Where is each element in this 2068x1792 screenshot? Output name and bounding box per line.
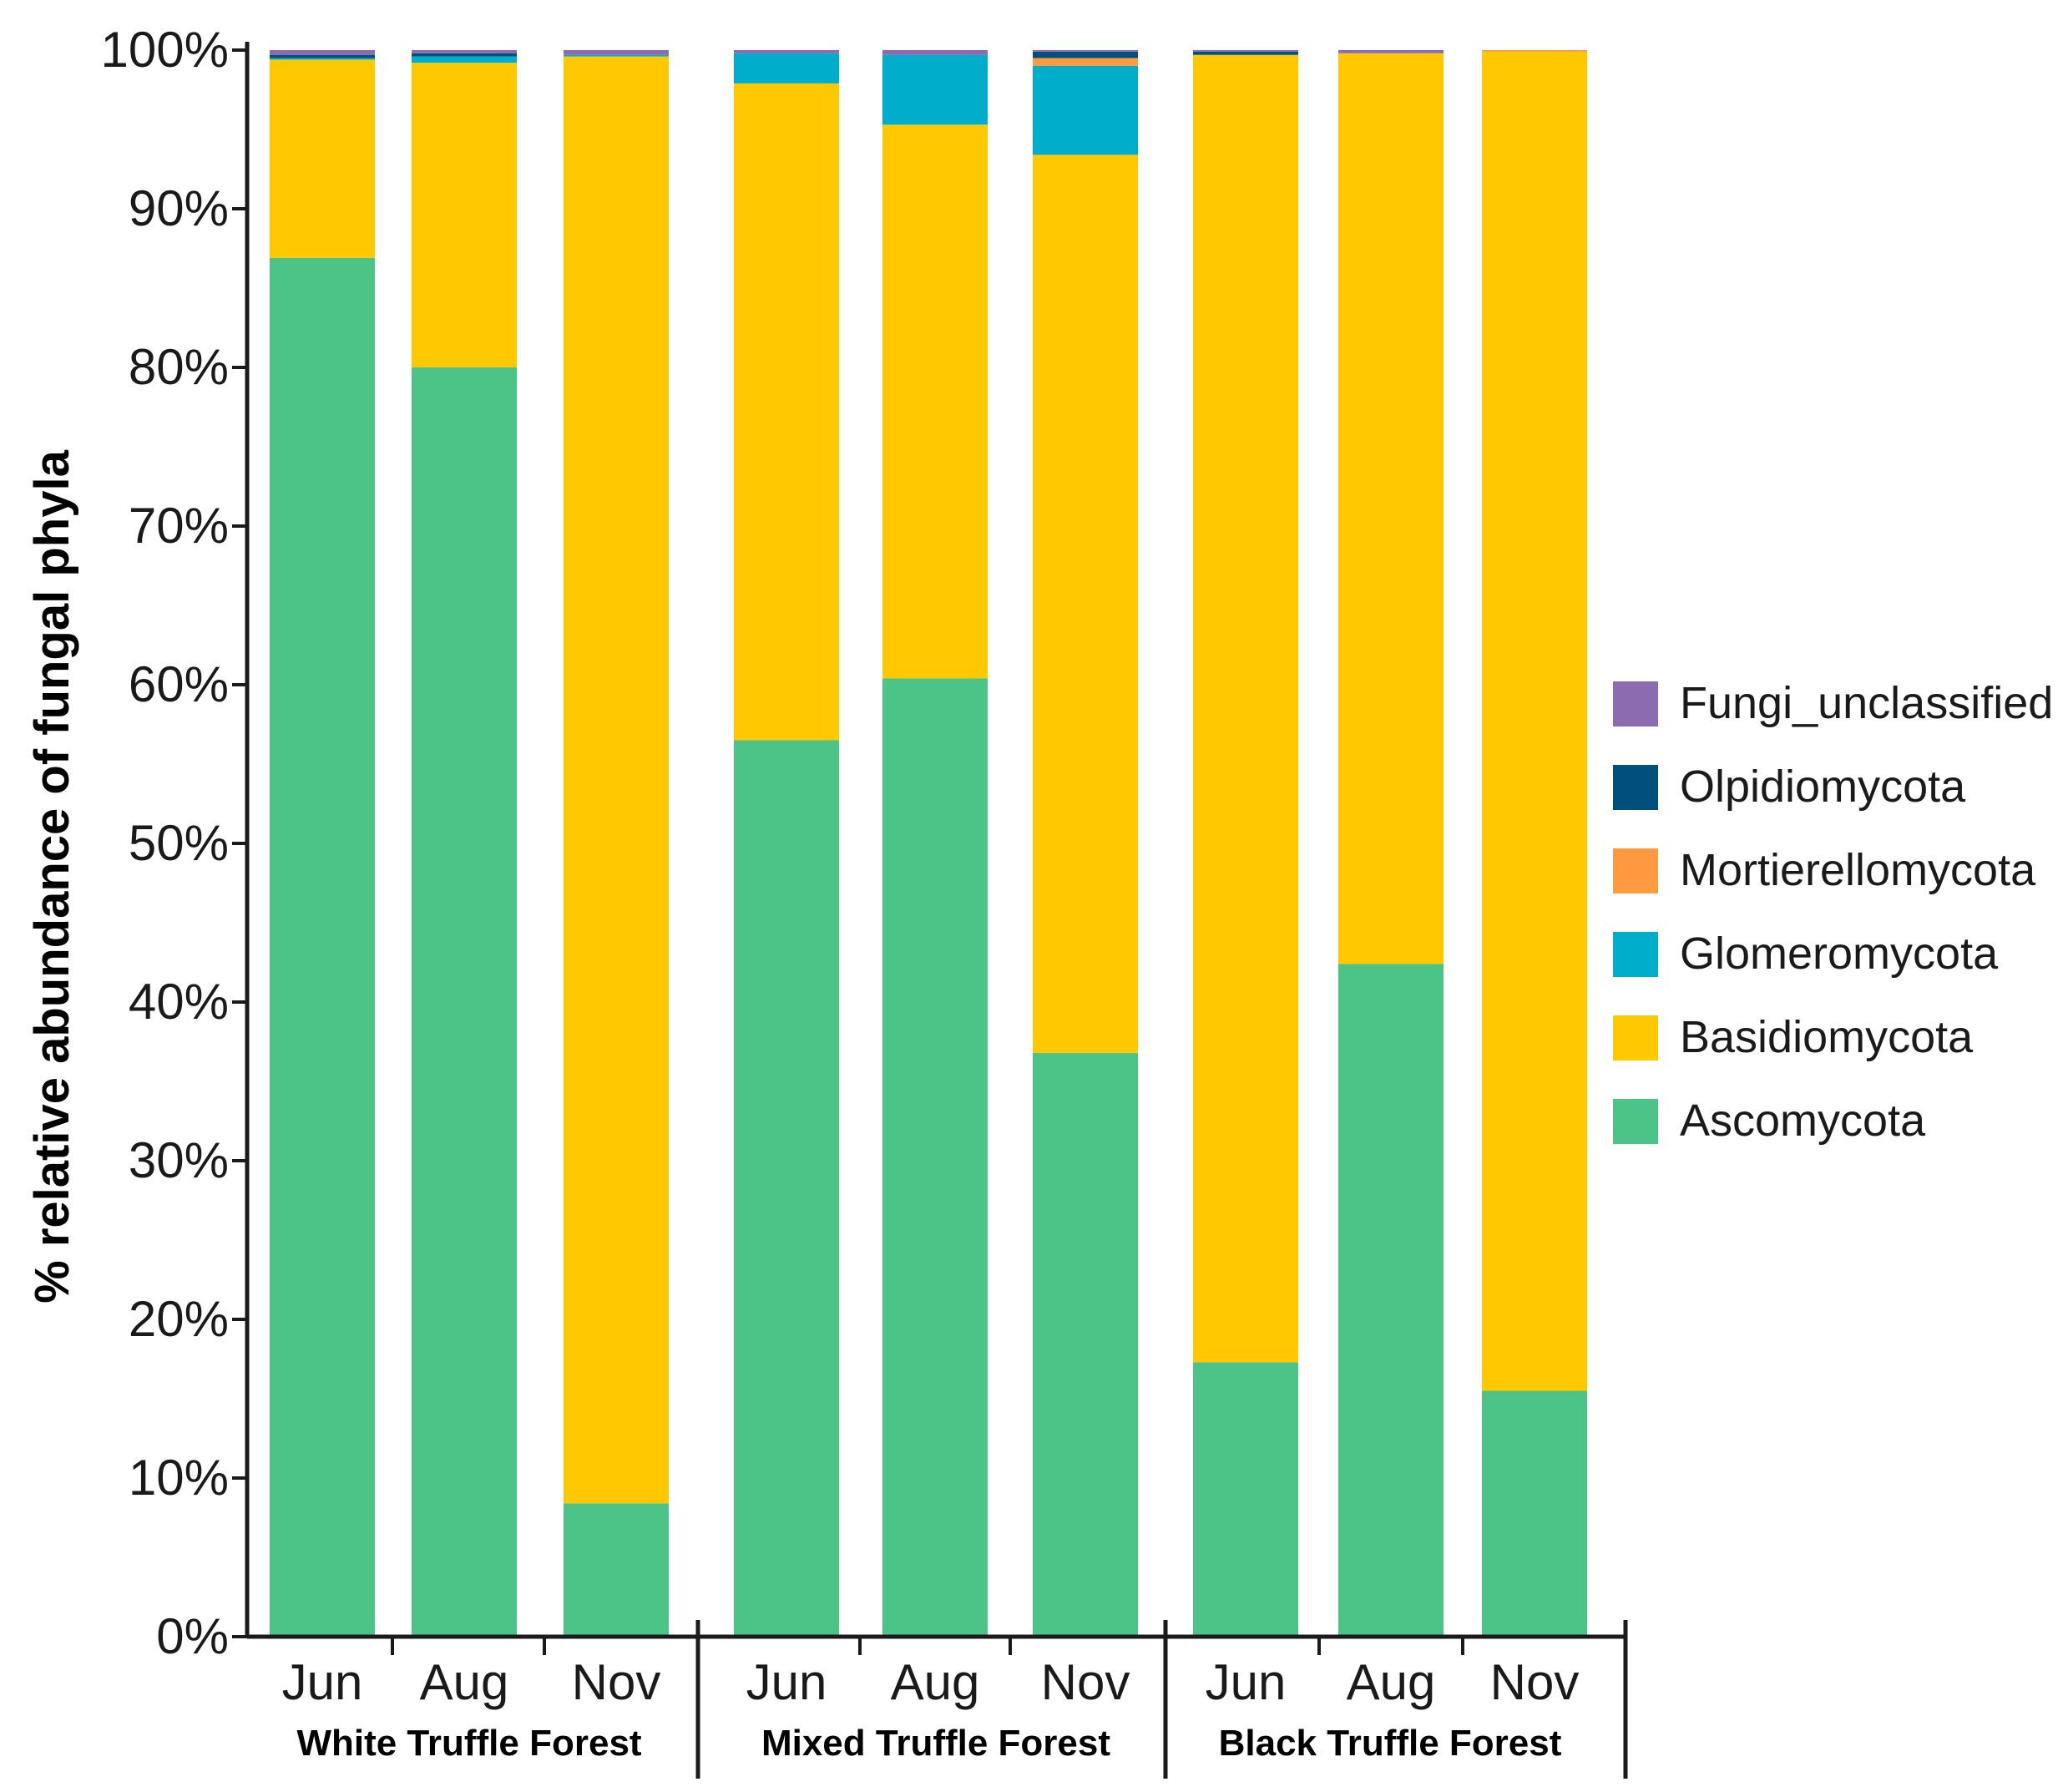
bar-segment-glomeromycota-6: [1033, 66, 1138, 155]
y-tick-label: 10%: [129, 1450, 229, 1506]
bar-segment-mortierellomycota-6: [1033, 58, 1138, 66]
bar-segment-olpidiomycota-6: [1033, 51, 1138, 58]
legend-label-basidiomycota: Basidiomycota: [1680, 1012, 1974, 1062]
y-tick-label: 50%: [129, 815, 229, 871]
bar-segment-ascomycota-8: [1338, 964, 1444, 1637]
legend-label-glomeromycota: Glomeromycota: [1680, 929, 1999, 979]
bar-segment-fungi-unclassified-2: [412, 50, 517, 53]
y-tick-label: 60%: [129, 656, 229, 712]
x-tick-label: Aug: [891, 1654, 980, 1710]
bar-segment-basidiomycota-1: [270, 59, 375, 258]
bar-segment-fungi-unclassified-5: [882, 50, 988, 55]
legend-swatch-glomeromycota: [1613, 932, 1658, 977]
x-tick-label: Nov: [1041, 1654, 1130, 1710]
bar-segment-fungi-unclassified-7: [1193, 50, 1298, 52]
axes: 0% 10% 20% 30% 40% 50% 60% 70% 80% 90% 100% Jun Aug N…: [101, 22, 1628, 1779]
x-tick-label: Aug: [420, 1654, 509, 1710]
bar-segment-basidiomycota-4: [734, 83, 839, 741]
bar-segment-basidiomycota-5: [882, 124, 988, 679]
bar-segment-fungi-unclassified-6: [1033, 50, 1138, 52]
x-tick-label: Nov: [1490, 1654, 1580, 1710]
y-tick-label: 40%: [129, 974, 229, 1030]
y-tick-label: 0%: [156, 1608, 229, 1664]
y-tick-label: 70%: [129, 498, 229, 554]
bar-segment-ascomycota-3: [564, 1503, 669, 1637]
legend-swatch-mortierellomycota: [1613, 848, 1658, 893]
bar-segment-basidiomycota-9: [1482, 51, 1587, 1391]
y-tick-label: 90%: [129, 180, 229, 236]
bar-segment-glomeromycota-1: [270, 58, 375, 60]
bar-segment-ascomycota-4: [734, 740, 839, 1637]
legend-label-olpidiomycota: Olpidiomycota: [1680, 762, 1966, 812]
bar-segment-basidiomycota-6: [1033, 154, 1138, 1053]
legend-swatch-basidiomycota: [1613, 1015, 1658, 1061]
x-tick-label: Nov: [572, 1654, 661, 1710]
legend-swatch-olpidiomycota: [1613, 765, 1658, 810]
bar-segment-olpidiomycota-1: [270, 54, 375, 58]
bar-segment-fungi-unclassified-1: [270, 50, 375, 55]
bar-segment-glomeromycota-2: [412, 56, 517, 63]
bar-segment-olpidiomycota-7: [1193, 51, 1298, 55]
bar-segment-glomeromycota-4: [734, 53, 839, 84]
legend-label-ascomycota: Ascomycota: [1680, 1096, 1926, 1146]
bar-segment-ascomycota-6: [1033, 1052, 1138, 1637]
bar-segment-ascomycota-1: [270, 257, 375, 1637]
plot-area: [270, 50, 1587, 1637]
group-label: Black Truffle Forest: [1219, 1723, 1562, 1764]
bar-segment-ascomycota-5: [882, 678, 988, 1637]
legend-swatch-ascomycota: [1613, 1099, 1658, 1144]
y-tick-label: 100%: [101, 22, 229, 78]
bar-segment-ascomycota-2: [412, 367, 517, 1637]
bar-segment-mortierellomycota-9: [1482, 50, 1587, 52]
bar-segment-basidiomycota-2: [412, 63, 517, 367]
x-tick-label: Jun: [746, 1654, 827, 1710]
bar-segment-fungi-unclassified-3: [564, 50, 669, 55]
bar-segment-fungi-unclassified-8: [1338, 50, 1444, 53]
bar-segment-basidiomycota-8: [1338, 53, 1444, 964]
y-axis-title: % relative abundance of fungal phyla: [25, 449, 79, 1303]
legend: Fungi_unclassified Olpidiomycota Mortierel…: [1613, 678, 2053, 1146]
y-tick-label: 30%: [129, 1132, 229, 1188]
bar-segment-basidiomycota-3: [564, 56, 669, 1504]
x-tick-label: Jun: [282, 1654, 363, 1710]
legend-label-mortierellomycota: Mortierellomycota: [1680, 845, 2036, 895]
y-tick-label: 80%: [129, 339, 229, 395]
legend-swatch-fungi-unclassified: [1613, 681, 1658, 726]
bar-segment-fungi-unclassified-4: [734, 50, 839, 53]
bar-segment-glomeromycota-3: [564, 54, 669, 57]
bar-segment-ascomycota-7: [1193, 1362, 1298, 1637]
bar-segment-olpidiomycota-2: [412, 53, 517, 57]
y-tick-label: 20%: [129, 1291, 229, 1347]
legend-label-fungi-unclassified: Fungi_unclassified: [1680, 678, 2053, 728]
bar-segment-basidiomycota-7: [1193, 54, 1298, 1363]
x-tick-label: Aug: [1347, 1654, 1436, 1710]
bar-segment-glomeromycota-5: [882, 54, 988, 125]
bar-segment-ascomycota-9: [1482, 1390, 1587, 1637]
group-label: Mixed Truffle Forest: [761, 1723, 1110, 1764]
group-label: White Truffle Forest: [296, 1723, 641, 1764]
x-tick-label: Jun: [1206, 1654, 1287, 1710]
